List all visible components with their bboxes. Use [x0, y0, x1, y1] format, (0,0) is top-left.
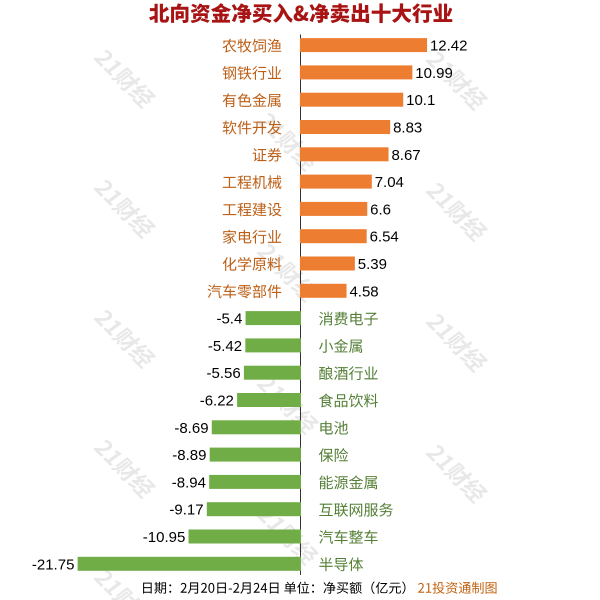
svg-text:6.6: 6.6 — [370, 201, 391, 218]
svg-text:8.67: 8.67 — [391, 147, 420, 164]
svg-text:6.54: 6.54 — [370, 229, 399, 246]
svg-text:-5.42: -5.42 — [208, 338, 242, 355]
svg-text:7.04: 7.04 — [375, 174, 404, 191]
svg-text:-5.4: -5.4 — [216, 311, 242, 328]
svg-text:-8.69: -8.69 — [174, 420, 208, 437]
svg-text:4.58: 4.58 — [349, 283, 378, 300]
svg-text:-6.22: -6.22 — [200, 393, 234, 410]
svg-text:10.1: 10.1 — [406, 92, 435, 109]
svg-text:-9.17: -9.17 — [169, 502, 203, 519]
svg-text:10.99: 10.99 — [415, 65, 453, 82]
svg-text:-21.75: -21.75 — [32, 556, 75, 573]
svg-text:-8.89: -8.89 — [172, 447, 206, 464]
svg-text:-5.56: -5.56 — [206, 365, 240, 382]
svg-text:-8.94: -8.94 — [172, 474, 206, 491]
svg-text:-10.95: -10.95 — [143, 529, 186, 546]
svg-text:12.42: 12.42 — [430, 38, 468, 55]
svg-text:8.83: 8.83 — [393, 120, 422, 137]
svg-text:5.39: 5.39 — [358, 256, 387, 273]
